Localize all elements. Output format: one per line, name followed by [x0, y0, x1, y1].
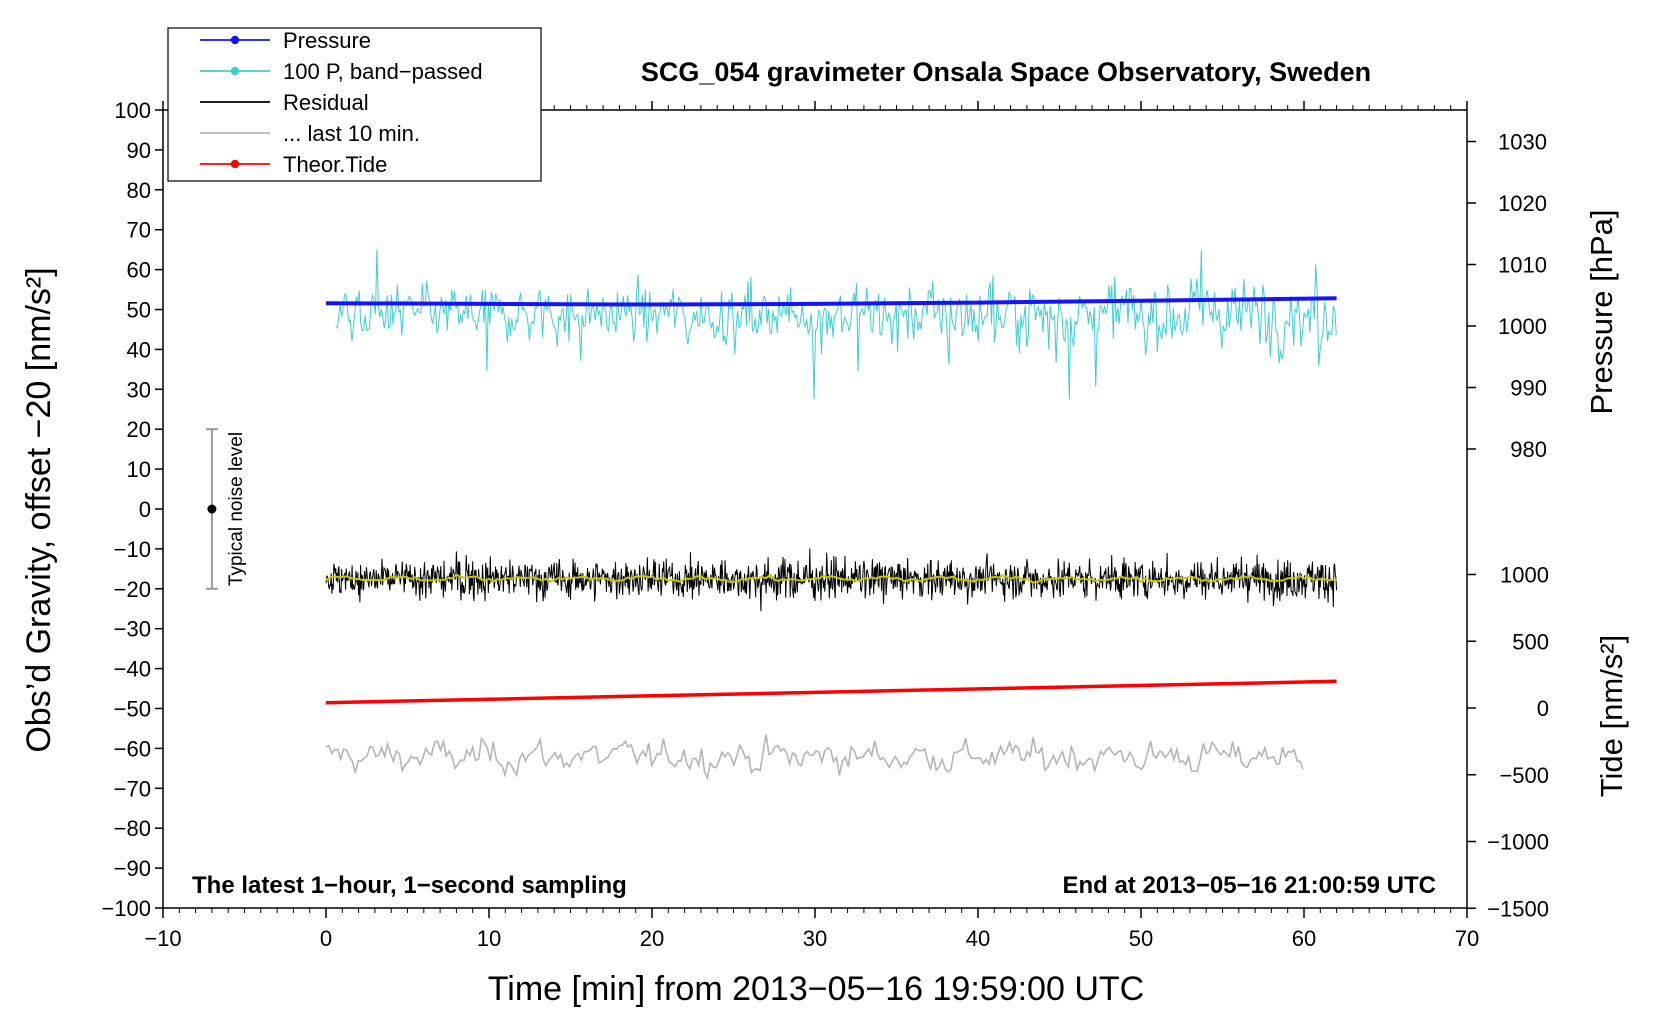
pressure-tick-label: 1020 — [1498, 191, 1547, 216]
legend-label: Theor.Tide — [283, 152, 387, 177]
y-tick-label: −20 — [114, 577, 151, 602]
last-10-min-line — [325, 734, 1304, 781]
y-tick-label: −70 — [114, 776, 151, 801]
series-layer — [325, 249, 1338, 781]
y-tick-label: 40 — [127, 337, 151, 362]
y-tick-label: −100 — [101, 896, 151, 921]
y-tick-label: −90 — [114, 856, 151, 881]
legend: Pressure 100 P, band−passed Residual ... la… — [167, 27, 542, 182]
y-tick-label: 10 — [127, 457, 151, 482]
y-tick-label: −60 — [114, 736, 151, 761]
legend-swatch-marker — [230, 66, 240, 76]
pressure-tick-label: 990 — [1510, 376, 1547, 401]
legend-box — [167, 27, 542, 182]
noise-label: Typical noise level — [226, 432, 247, 586]
x-tick-label: 60 — [1292, 926, 1316, 951]
y-tick-label: 100 — [114, 98, 151, 123]
x-tick-label: 20 — [640, 926, 664, 951]
pressure-tick-label: 1010 — [1498, 253, 1547, 278]
tide-tick-label: −500 — [1499, 763, 1549, 788]
residual-smoothed-line — [325, 573, 1337, 584]
y-tick-label: −40 — [114, 657, 151, 682]
legend-label: ... last 10 min. — [283, 121, 420, 146]
y-tick-label: 90 — [127, 138, 151, 163]
theor-tide-line — [325, 679, 1337, 705]
chart-title: SCG_054 gravimeter Onsala Space Observat… — [641, 57, 1371, 87]
pressure-tick-label: 1000 — [1498, 314, 1547, 339]
pressure-line — [325, 296, 1337, 307]
pressure-axis-label: Pressure [hPa] — [1584, 209, 1619, 414]
residual-line — [325, 548, 1338, 612]
noise-dot — [207, 504, 217, 514]
legend-label: Pressure — [283, 28, 371, 53]
annotation-bottom-left: The latest 1−hour, 1−second sampling — [192, 872, 627, 899]
pressure-tick-label: 980 — [1510, 437, 1547, 462]
noise-indicator: Typical noise level — [205, 428, 247, 590]
legend-swatch-marker — [230, 159, 240, 169]
annotation-bottom-right: End at 2013−05−16 21:00:59 UTC — [1062, 872, 1436, 899]
y-tick-label: 0 — [139, 497, 151, 522]
y-tick-label: 20 — [127, 417, 151, 442]
x-tick-label: 50 — [1129, 926, 1153, 951]
y-tick-label: −50 — [114, 697, 151, 722]
x-tick-label: 10 — [477, 926, 501, 951]
x-tick-label: 30 — [803, 926, 827, 951]
tide-tick-label: 500 — [1512, 629, 1549, 654]
tick-layer: −10 0 10 20 30 40 50 60 701009080706050403020100… — [101, 98, 1549, 951]
y-tick-label: 50 — [127, 298, 151, 323]
y-tick-label: 70 — [127, 218, 151, 243]
x-axis-label: Time [min] from 2013−05−16 19:59:00 UTC — [488, 970, 1144, 1008]
y-tick-label: 60 — [127, 258, 151, 283]
tide-tick-label: 1000 — [1500, 563, 1549, 588]
tide-axis-label: Tide [nm/s²] — [1594, 635, 1629, 798]
y-tick-label: −10 — [114, 537, 151, 562]
y-tick-label: 30 — [127, 377, 151, 402]
tide-tick-label: 0 — [1537, 696, 1549, 721]
y-tick-label: −80 — [114, 816, 151, 841]
x-tick-label: −10 — [144, 926, 181, 951]
tide-tick-label: −1000 — [1487, 830, 1549, 855]
y-tick-label: −30 — [114, 617, 151, 642]
y-axis-label: Obs’d Gravity, offset −20 [nm/s²] — [20, 267, 58, 752]
plot-frame — [162, 109, 1468, 909]
x-tick-label: 0 — [320, 926, 332, 951]
legend-label: Residual — [283, 90, 369, 115]
x-tick-label: 40 — [966, 926, 990, 951]
pressure-tick-label: 1030 — [1498, 130, 1547, 155]
legend-swatch-marker — [230, 35, 240, 45]
tide-tick-label: −1500 — [1487, 896, 1549, 921]
legend-label: 100 P, band−passed — [283, 59, 483, 84]
x-tick-label: 70 — [1455, 926, 1479, 951]
y-tick-label: 80 — [127, 178, 151, 203]
